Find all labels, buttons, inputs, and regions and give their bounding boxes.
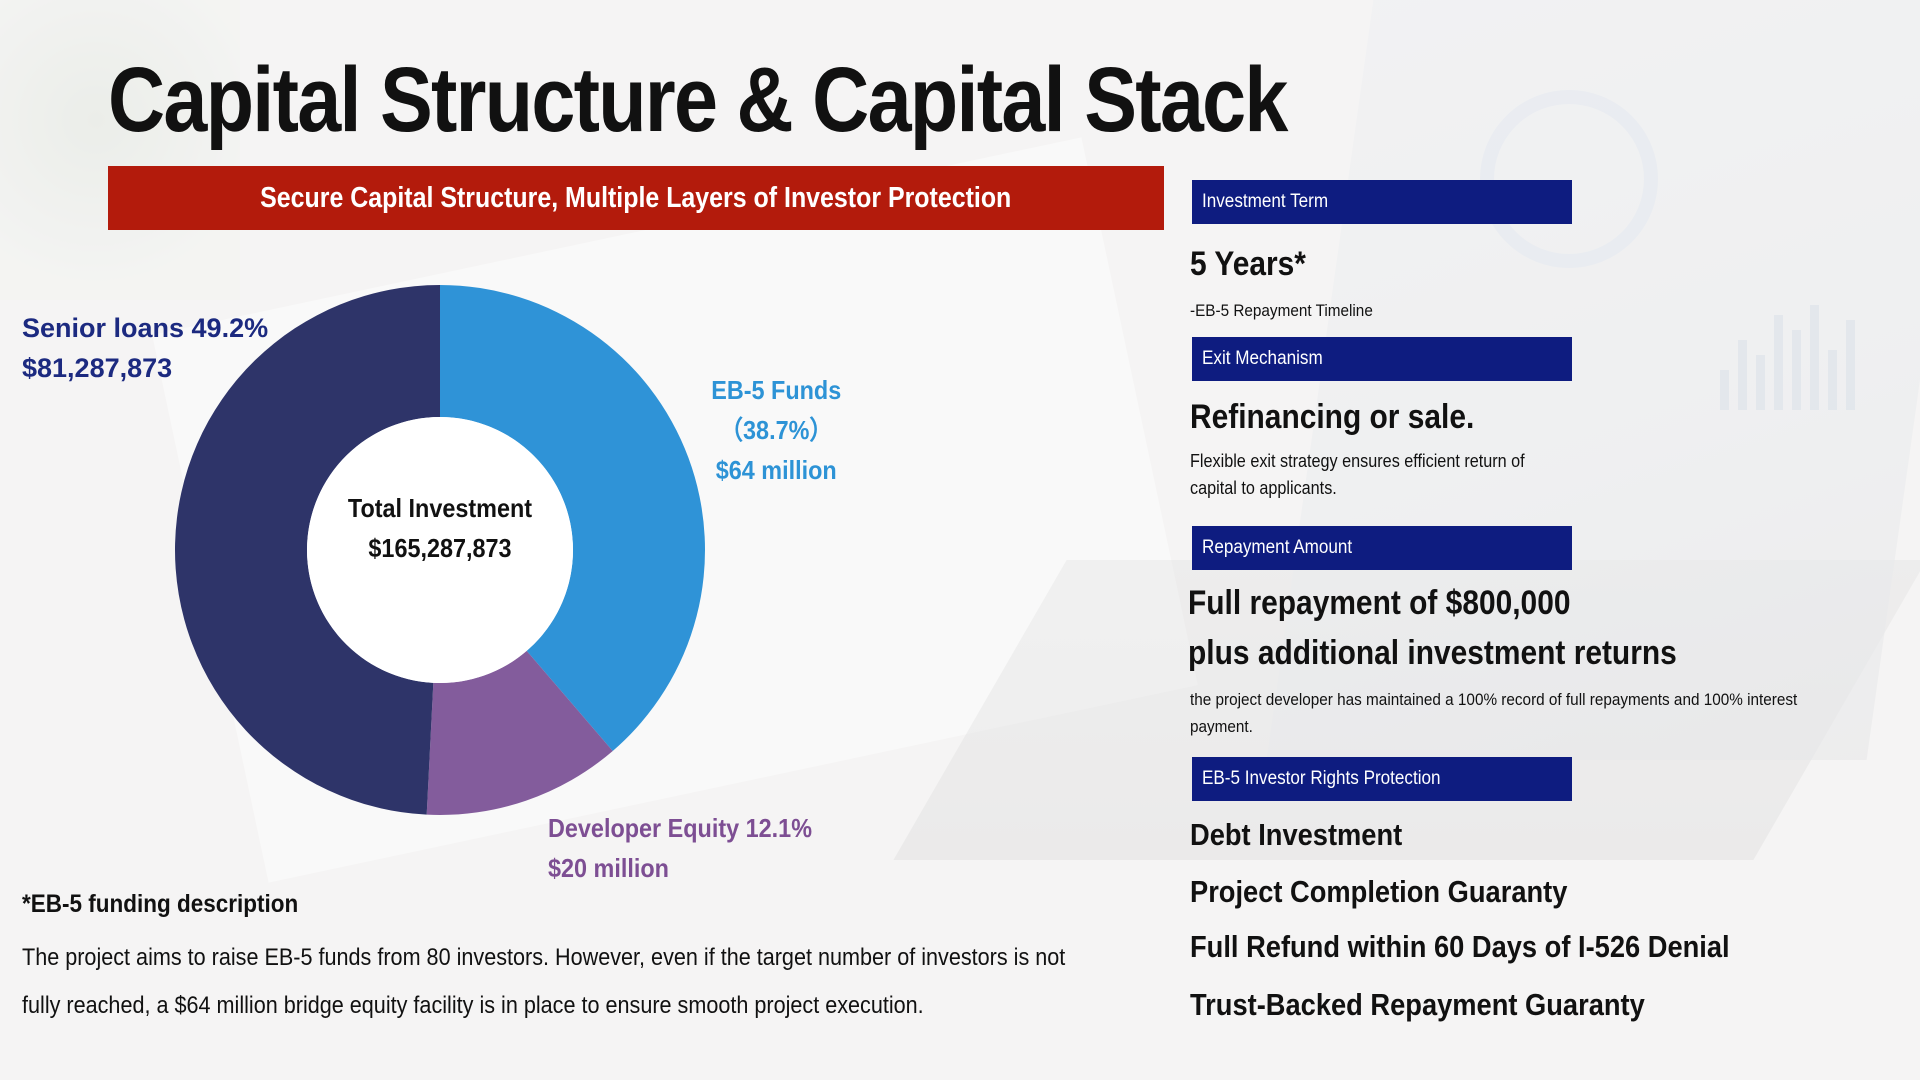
funding-note-body: The project aims to raise EB-5 funds fro… xyxy=(22,944,1066,1019)
donut-slice-developer-equity xyxy=(426,650,613,815)
repayment-amount-value-line1: Full repayment of $800,000 xyxy=(1188,584,1571,622)
eb5-funds-name: EB-5 Funds xyxy=(711,375,842,405)
developer-equity-label: Developer Equity 12.1% $20 million xyxy=(548,808,841,888)
rights-item-completion-guaranty: Project Completion Guaranty xyxy=(1190,874,1568,909)
exit-mechanism-header-text: Exit Mechanism xyxy=(1202,348,1323,369)
donut-center-label: Total Investment $165,287,873 xyxy=(300,488,580,568)
rights-item-debt-investment: Debt Investment xyxy=(1190,817,1403,852)
subtitle-banner: Secure Capital Structure, Multiple Layer… xyxy=(108,166,1164,230)
senior-loans-label: Senior loans 49.2% $81,287,873 xyxy=(22,308,268,388)
exit-mechanism-header: Exit Mechanism xyxy=(1192,337,1572,381)
rights-item-trust-backed-guaranty: Trust-Backed Repayment Guaranty xyxy=(1190,987,1645,1022)
capital-stack-donut-chart xyxy=(175,285,705,815)
rights-item-full-refund: Full Refund within 60 Days of I-526 Deni… xyxy=(1190,929,1730,964)
eb5-funds-amount: $64 million xyxy=(715,455,837,485)
funding-note-title: *EB-5 funding description xyxy=(22,890,299,918)
page-title: Capital Structure & Capital Stack xyxy=(108,49,1288,151)
total-investment-value: $165,287,873 xyxy=(368,533,512,563)
donut-slice-senior-loans xyxy=(175,285,440,815)
donut-slice-eb-5-funds xyxy=(440,285,705,751)
subtitle-banner-text: Secure Capital Structure, Multiple Layer… xyxy=(260,181,1012,214)
exit-mechanism-value: Refinancing or sale. xyxy=(1190,398,1475,436)
developer-equity-amount: $20 million xyxy=(548,853,669,883)
total-investment-label: Total Investment xyxy=(347,493,533,523)
investor-rights-header-text: EB-5 Investor Rights Protection xyxy=(1202,768,1441,789)
exit-mechanism-note: Flexible exit strategy ensures efficient… xyxy=(1190,451,1525,498)
developer-equity-percent: Developer Equity 12.1% xyxy=(548,813,813,843)
repayment-amount-header-text: Repayment Amount xyxy=(1202,537,1353,558)
investment-term-note: -EB-5 Repayment Timeline xyxy=(1190,301,1373,320)
repayment-amount-note: the project developer has maintained a 1… xyxy=(1190,690,1798,736)
investment-term-header: Investment Term xyxy=(1192,180,1572,224)
senior-loans-amount: $81,287,873 xyxy=(22,353,173,383)
eb5-funds-percent: （38.7%） xyxy=(719,415,833,445)
investment-term-value: 5 Years* xyxy=(1190,245,1306,283)
repayment-amount-header: Repayment Amount xyxy=(1192,526,1572,570)
investment-term-header-text: Investment Term xyxy=(1202,191,1329,212)
senior-loans-percent: Senior loans 49.2% xyxy=(22,313,269,343)
investor-rights-header: EB-5 Investor Rights Protection xyxy=(1192,757,1572,801)
eb5-funds-label: EB-5 Funds （38.7%） $64 million xyxy=(704,370,848,490)
repayment-amount-value-line2: plus additional investment returns xyxy=(1188,634,1677,672)
donut-hole xyxy=(307,417,573,683)
